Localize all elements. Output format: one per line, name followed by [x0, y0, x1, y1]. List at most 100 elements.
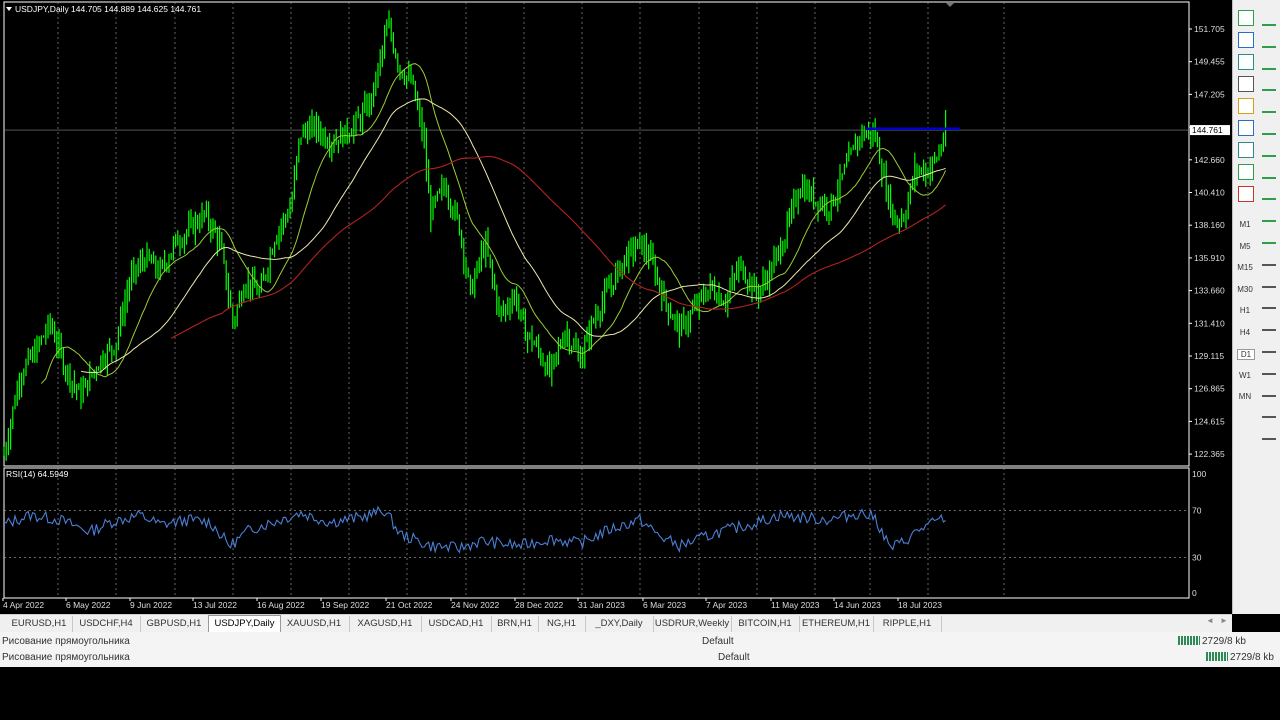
chart-tabs-bar: EURUSD,H1 USDCHF,H4 GBPUSD,H1 USDJPY,Daily X… [0, 614, 1232, 634]
timeframe-m15[interactable]: M15 [1237, 263, 1253, 272]
profile-label-2: Default [718, 652, 750, 663]
autoscroll-icon[interactable] [1262, 141, 1276, 157]
navigator-icon[interactable] [1238, 142, 1254, 158]
price-label: 151.705 [1194, 24, 1225, 34]
timeframe-mn[interactable]: MN [1238, 392, 1252, 401]
tab-bitcoin-h1[interactable]: BITCOIN,H1 [731, 616, 800, 632]
price-label: 149.455 [1194, 57, 1225, 67]
rsi-level-100: 100 [1192, 469, 1206, 479]
candles-icon[interactable] [1262, 32, 1276, 48]
price-label: 147.205 [1194, 89, 1225, 99]
date-label: 19 Sep 2022 [321, 600, 369, 610]
add-indicator-icon[interactable] [1262, 184, 1276, 201]
timeframe-h4[interactable]: H4 [1239, 327, 1251, 337]
price-label: 142.660 [1194, 155, 1225, 165]
tab-xauusd-h1[interactable]: XAUUSD,H1 [279, 616, 350, 632]
tab-ripple-h1[interactable]: RIPPLE,H1 [873, 616, 942, 632]
tab-ng-h1[interactable]: NG,H1 [538, 616, 586, 632]
ma-fast-line [41, 63, 947, 384]
price-label: 129.115 [1194, 351, 1224, 361]
date-label: 14 Jun 2023 [834, 600, 881, 610]
tab-scroll-right-icon[interactable]: ► [1220, 616, 1228, 625]
status-bar: Рисование прямоугольника Рисование прямо… [0, 632, 1280, 667]
strategy-tester-icon[interactable] [1238, 186, 1254, 202]
main-chart-frame [3, 1, 1190, 467]
price-label: 138.160 [1194, 220, 1225, 230]
rectangle-tool-icon[interactable] [1262, 402, 1276, 419]
profile-label-1: Default [702, 636, 734, 647]
favorite-icon[interactable] [1238, 98, 1254, 114]
rsi-level-70: 70 [1192, 505, 1202, 515]
line-chart-icon[interactable] [1262, 54, 1276, 70]
bar-chart-icon[interactable] [1262, 10, 1276, 26]
timeframe-w1[interactable]: W1 [1239, 370, 1251, 380]
status-text-2: Рисование прямоугольника [2, 652, 130, 663]
price-label: 140.410 [1194, 188, 1225, 198]
horizontal-line-icon[interactable] [1262, 315, 1276, 332]
date-label: 28 Dec 2022 [515, 600, 563, 610]
date-label: 4 Apr 2022 [3, 600, 44, 610]
shift-marker-icon [946, 3, 954, 7]
chart-shift-icon[interactable] [1262, 163, 1276, 179]
profiles-icon[interactable] [1238, 32, 1254, 48]
tab-ethereum-h1[interactable]: ETHEREUM,H1 [799, 616, 874, 632]
tab-usdcad-h1[interactable]: USDCAD,H1 [421, 616, 492, 632]
tab-eurusd-h1[interactable]: EURUSD,H1 [6, 616, 73, 632]
timeframe-m30[interactable]: M30 [1237, 284, 1253, 294]
tile-windows-icon[interactable] [1262, 119, 1276, 135]
traffic-2: 2729/8 kb [1230, 652, 1274, 663]
right-toolbar: M1 M5 M15 M30 H1 H4 D1 W1 MN [1232, 0, 1280, 614]
connection-bars-icon [1178, 636, 1200, 645]
trendline-icon[interactable] [1262, 337, 1276, 353]
timeframe-d1[interactable]: D1 [1237, 349, 1255, 360]
templates-icon[interactable] [1262, 228, 1276, 244]
tab-usdchf-h4[interactable]: USDCHF,H4 [72, 616, 141, 632]
cursor-icon[interactable] [1262, 250, 1276, 266]
arrows-icon[interactable] [1262, 381, 1276, 397]
status-text-1: Рисование прямоугольника [2, 636, 130, 647]
tab-scroll-left-icon[interactable]: ◄ [1206, 616, 1214, 625]
zoom-in-icon[interactable] [1262, 75, 1276, 92]
date-label: 6 May 2022 [66, 600, 111, 610]
vertical-line-icon[interactable] [1262, 293, 1276, 310]
tab--dxy-daily[interactable]: _DXY,Daily [585, 616, 654, 632]
price-chart[interactable]: 151.705 149.455 147.205 142.660 140.410 138.1… [0, 0, 1232, 614]
timeframe-m5[interactable]: M5 [1239, 241, 1251, 251]
tab-usdrur-weekly[interactable]: USDRUR,Weekly [653, 616, 732, 632]
date-label: 16 Aug 2022 [257, 600, 305, 610]
rsi-level-0: 0 [1192, 588, 1197, 598]
date-label: 6 Mar 2023 [643, 600, 686, 610]
timeframe-h1[interactable]: H1 [1239, 306, 1251, 315]
date-label: 31 Jan 2023 [578, 600, 625, 610]
period-icon[interactable] [1262, 206, 1276, 223]
tab-gbpusd-h1[interactable]: GBPUSD,H1 [140, 616, 209, 632]
price-label: 124.615 [1194, 416, 1225, 426]
fibonacci-icon[interactable] [1262, 359, 1276, 375]
timeframe-m1[interactable]: M1 [1239, 220, 1251, 229]
tab-usdjpy-daily[interactable]: USDJPY,Daily [208, 615, 281, 634]
price-bars [3, 10, 947, 461]
price-label: 135.910 [1194, 253, 1225, 263]
bottom-background [0, 667, 1280, 720]
tab-xagusd-h1[interactable]: XAGUSD,H1 [349, 616, 422, 632]
crosshair-icon[interactable] [1238, 76, 1254, 92]
tab-brn-h1[interactable]: BRN,H1 [491, 616, 539, 632]
new-chart-icon[interactable] [1238, 10, 1254, 26]
rsi-line [3, 505, 946, 554]
data-window-icon[interactable] [1238, 120, 1254, 136]
date-label: 7 Apr 2023 [706, 600, 747, 610]
terminal-icon[interactable] [1238, 164, 1254, 180]
dropdown-triangle-icon [6, 7, 12, 11]
ma-mid-line [80, 98, 946, 374]
current-price-label: 144.761 [1192, 125, 1223, 135]
date-label: 9 Jun 2022 [130, 600, 172, 610]
text-label-icon[interactable] [1262, 424, 1276, 441]
chart-area[interactable]: 151.705 149.455 147.205 142.660 140.410 138.1… [0, 0, 1232, 614]
chart-title: USDJPY,Daily 144.705 144.889 144.625 144… [15, 4, 201, 14]
date-label: 24 Nov 2022 [451, 600, 499, 610]
rsi-label: RSI(14) 64.5949 [6, 469, 69, 479]
market-watch-icon[interactable] [1238, 54, 1254, 70]
crosshair-tool-icon[interactable] [1262, 272, 1276, 288]
zoom-out-icon[interactable] [1262, 97, 1276, 114]
connection-bars-icon-2 [1206, 652, 1228, 661]
